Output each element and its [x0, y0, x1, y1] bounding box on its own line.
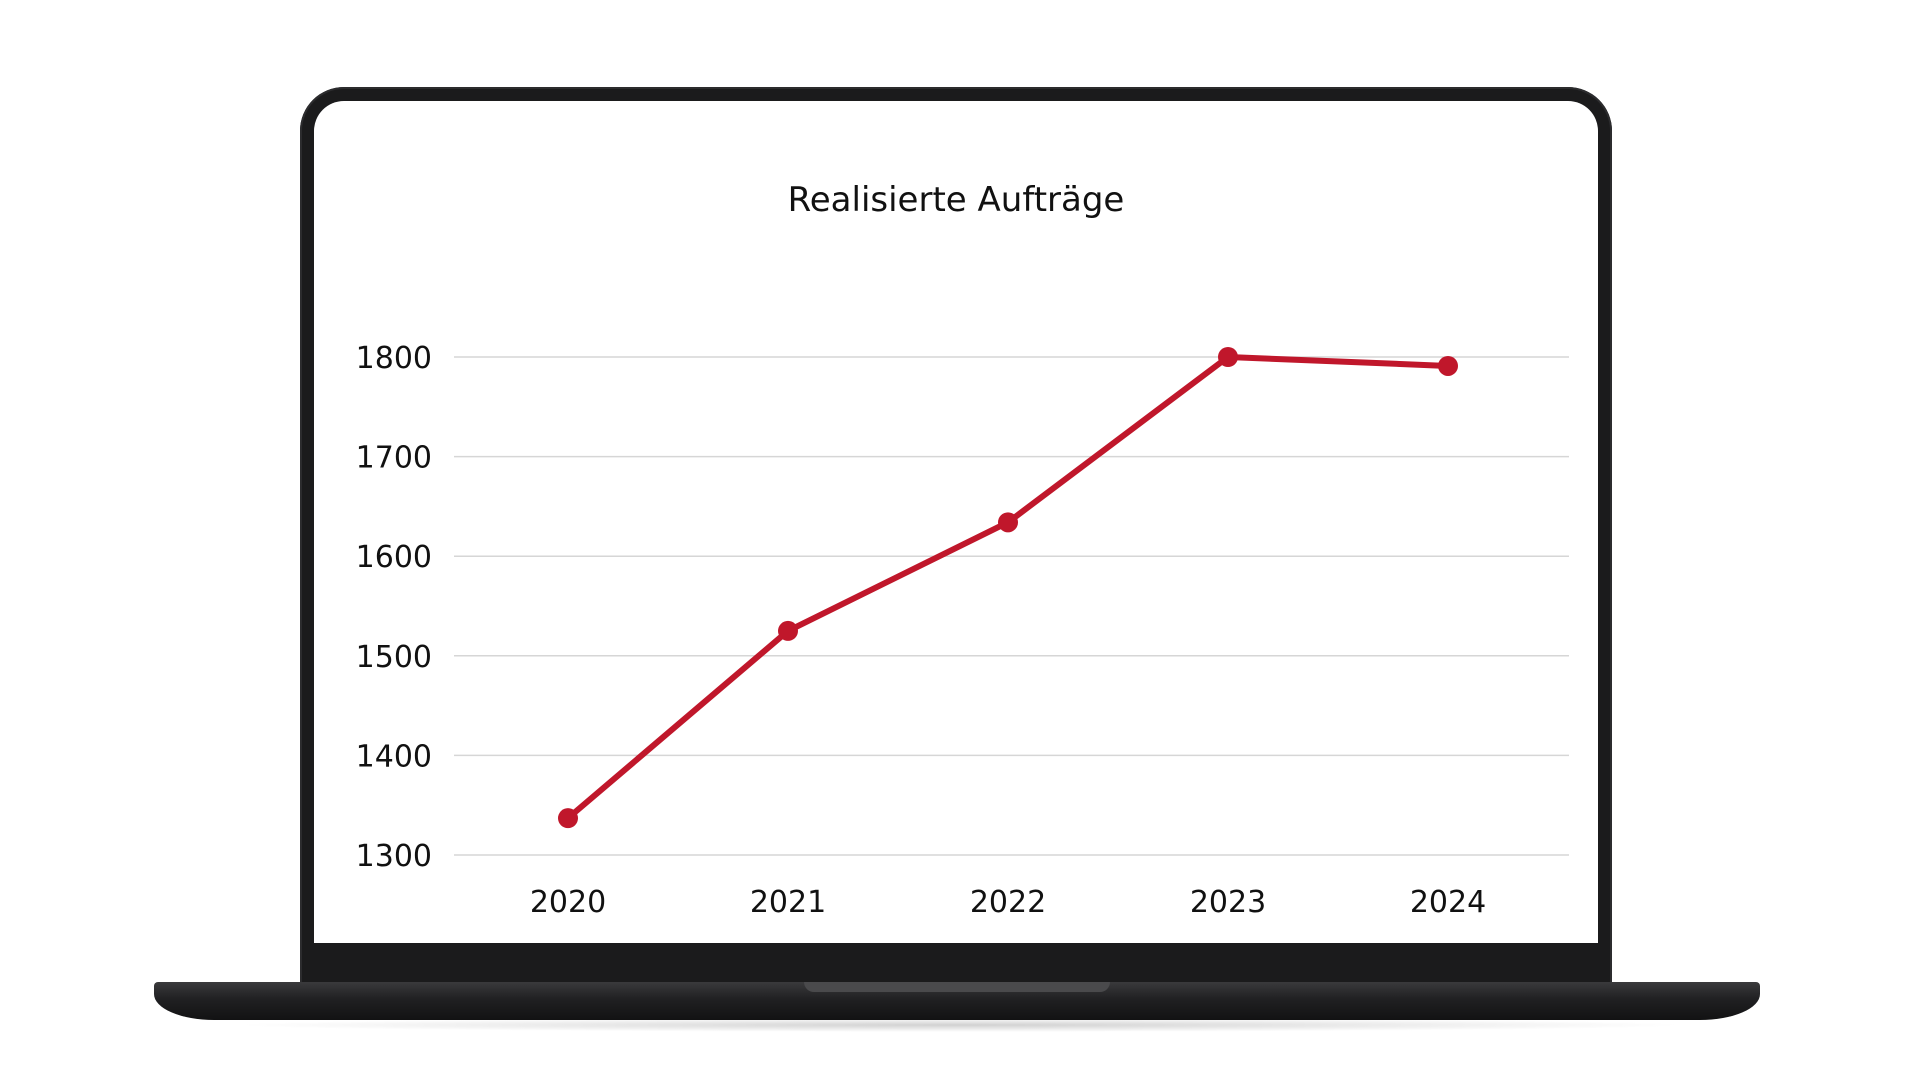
laptop-lid: Realisierte Aufträge 1300 1400 1500 1600 170… — [300, 87, 1612, 989]
y-tick-label: 1800 — [356, 341, 432, 376]
series-line — [565, 354, 1451, 822]
y-tick-label: 1700 — [356, 441, 432, 476]
line-chart: Realisierte Aufträge 1300 1400 1500 1600 170… — [356, 180, 1569, 920]
x-tick-label: 2023 — [1190, 885, 1266, 920]
grid-lines — [454, 356, 1569, 856]
x-tick-label: 2021 — [750, 885, 826, 920]
chart-title: Realisierte Aufträge — [788, 180, 1125, 220]
data-point — [998, 512, 1018, 533]
y-tick-label: 1400 — [356, 739, 432, 774]
y-tick-label: 1600 — [356, 540, 432, 575]
data-point — [558, 808, 578, 829]
data-point — [1218, 347, 1238, 367]
x-tick-label: 2022 — [970, 885, 1046, 920]
laptop-hinge-notch — [804, 982, 1110, 992]
x-axis-ticks: 2020 2021 2022 2023 2024 — [530, 885, 1486, 920]
x-tick-label: 2020 — [530, 885, 606, 920]
y-axis-ticks: 1300 1400 1500 1600 1700 1800 — [356, 341, 432, 874]
laptop-screen: Realisierte Aufträge 1300 1400 1500 1600 170… — [314, 101, 1598, 943]
laptop-shadow — [230, 1018, 1690, 1032]
y-tick-label: 1500 — [356, 640, 432, 675]
x-tick-label: 2024 — [1410, 885, 1486, 920]
series-points — [558, 347, 1458, 829]
data-point — [778, 620, 798, 641]
laptop-base — [154, 982, 1760, 1020]
series-line-path — [565, 354, 1451, 822]
y-tick-label: 1300 — [356, 839, 432, 874]
data-point — [1438, 355, 1458, 376]
